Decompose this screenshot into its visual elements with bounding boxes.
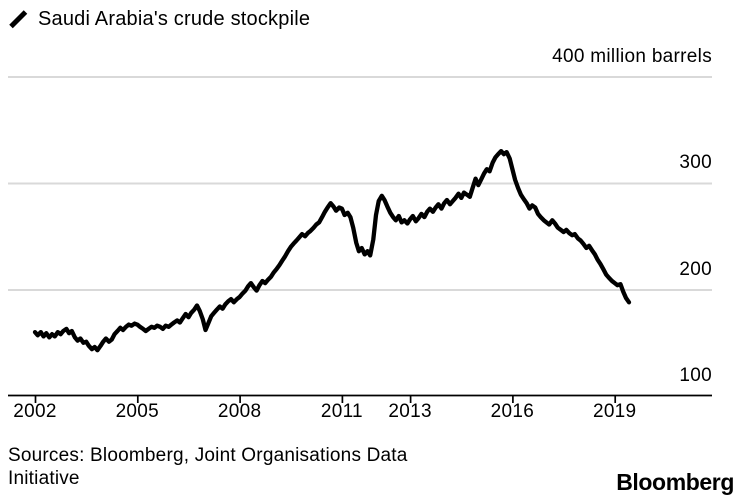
x-axis-tick-label-2019: 2019 <box>592 401 637 422</box>
y-axis-tick-label-300: 300 <box>679 152 712 173</box>
y-axis-tick-label-200: 200 <box>679 258 712 280</box>
y-axis-tick-label-100: 100 <box>679 365 712 386</box>
x-axis-tick-label-2011: 2011 <box>320 401 363 422</box>
x-axis-tick-label-2008: 2008 <box>217 401 262 422</box>
legend-label: Saudi Arabia's crude stockpile <box>38 8 311 30</box>
y-axis-tick-label-400: 400 million barrels <box>552 45 712 67</box>
line-series-swatch-icon <box>9 10 28 29</box>
x-axis-tick-label-2005: 2005 <box>115 401 160 422</box>
source-note-line1: Sources: Bloomberg, Joint Organisations … <box>8 445 408 466</box>
bloomberg-logo: Bloomberg <box>616 469 734 495</box>
legend: Saudi Arabia's crude stockpile <box>8 8 310 31</box>
x-axis-tick-label-2016: 2016 <box>490 401 535 422</box>
source-note-line2: Initiative <box>8 468 80 489</box>
x-axis-tick-label-2013: 2013 <box>388 401 432 422</box>
source-note: Sources: Bloomberg, Joint Organisations … <box>8 444 408 490</box>
x-axis-tick-label-2002: 2002 <box>13 401 57 422</box>
data-line-saudi-crude-stockpile <box>32 148 632 353</box>
